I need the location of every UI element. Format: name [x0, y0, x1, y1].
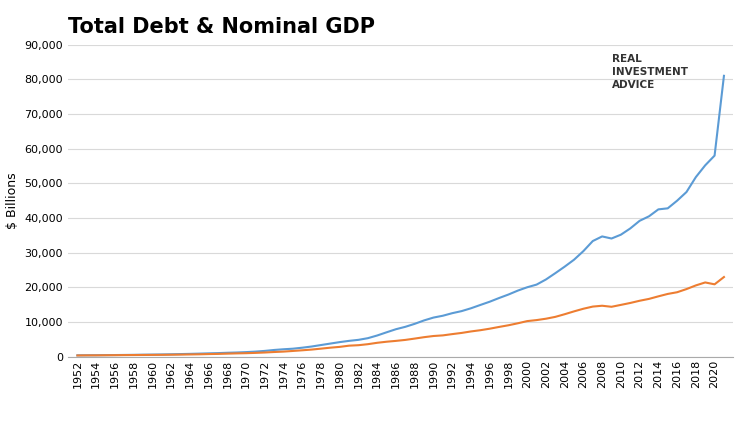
Total Debt Outstanding — [270, 347, 279, 353]
Total Debt Outstanding — [223, 350, 232, 355]
Text: Total Debt & Nominal GDP: Total Debt & Nominal GDP — [68, 17, 375, 37]
Total Debt Outstanding — [429, 315, 438, 320]
Line: Nominal GDP: Nominal GDP — [77, 277, 724, 355]
Total Debt Outstanding — [720, 73, 729, 78]
Total Debt Outstanding — [73, 353, 82, 358]
Nominal GDP — [73, 353, 82, 358]
Y-axis label: $ Billions: $ Billions — [6, 173, 19, 229]
Nominal GDP — [241, 351, 250, 356]
Nominal GDP — [270, 349, 279, 355]
Total Debt Outstanding — [241, 349, 250, 355]
Nominal GDP — [616, 302, 625, 308]
Total Debt Outstanding — [616, 232, 625, 237]
Nominal GDP — [626, 300, 635, 306]
Line: Total Debt Outstanding: Total Debt Outstanding — [77, 76, 724, 355]
Nominal GDP — [429, 333, 438, 339]
Nominal GDP — [223, 351, 232, 356]
Total Debt Outstanding — [626, 226, 635, 231]
Text: REAL
INVESTMENT
ADVICE: REAL INVESTMENT ADVICE — [612, 54, 689, 90]
Nominal GDP — [720, 274, 729, 280]
